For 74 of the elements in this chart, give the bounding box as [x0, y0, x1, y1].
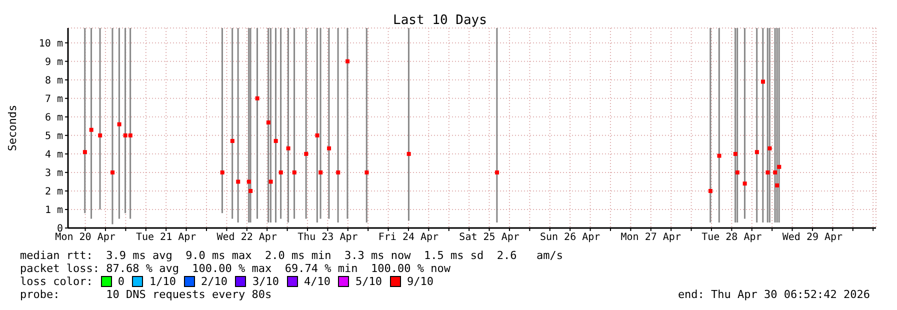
point: [766, 170, 770, 174]
x-tick-label: Thu 23 Apr: [298, 232, 358, 244]
point: [123, 133, 128, 138]
point: [327, 146, 332, 150]
y-tick-label: 10 m: [38, 38, 63, 50]
x-tick-label: Wed 29 Apr: [782, 232, 843, 244]
point: [406, 152, 411, 156]
point: [246, 180, 251, 184]
point: [89, 128, 94, 132]
y-tick-label: 2 m: [44, 186, 63, 198]
legend-label: 0: [118, 275, 124, 288]
point: [768, 146, 772, 150]
point: [717, 154, 722, 158]
x-tick-label: Mon 27 Apr: [620, 232, 681, 244]
point: [773, 170, 778, 174]
point: [733, 152, 738, 156]
y-tick-label: 7 m: [44, 94, 63, 105]
text: probe: 10 DNS requests every 80s: [20, 288, 272, 301]
y-tick-label: 1 m: [44, 205, 63, 216]
point: [775, 183, 780, 188]
x-tick-label: Tue 21 Apr: [136, 232, 196, 244]
point: [315, 133, 320, 138]
y-tick-label: 5 m: [44, 130, 63, 142]
point: [754, 150, 759, 154]
point: [760, 80, 765, 84]
chart-title: Last 10 Days: [393, 13, 487, 28]
x-tick-label: Mon 20 Apr: [55, 232, 116, 244]
legend-label: 4/10: [304, 275, 330, 288]
y-tick-label: 6 m: [44, 112, 63, 124]
point: [266, 120, 270, 124]
point: [268, 180, 273, 184]
x-tick-label: Tue 28 Apr: [702, 232, 762, 244]
point: [117, 122, 122, 126]
text: packet loss: 87.68 % avg 100.00 % max 69.74 % min 100.00 % now: [20, 262, 452, 275]
text: end: Thu Apr 30 06:52:42 2026: [678, 288, 870, 301]
point: [128, 133, 132, 138]
point: [495, 170, 500, 174]
y-tick-label: 9 m: [44, 56, 63, 68]
point: [292, 170, 296, 174]
point: [318, 170, 323, 174]
point: [336, 170, 340, 174]
legend-label: 9/10: [406, 275, 434, 288]
point: [274, 138, 278, 143]
legend-title: loss color:: [20, 275, 93, 288]
point: [248, 188, 253, 193]
point: [286, 146, 290, 150]
x-tick-label: Sun 26 Apr: [540, 232, 600, 244]
point: [220, 170, 224, 174]
point: [708, 188, 712, 193]
x-tick-label: Sat 25 Apr: [459, 232, 520, 244]
point: [98, 133, 102, 138]
point: [346, 59, 350, 64]
y-tick-label: 4 m: [44, 149, 63, 160]
point: [304, 152, 308, 156]
x-tick-label: Fri 24 Apr: [378, 232, 439, 244]
point: [364, 170, 369, 174]
text: median rtt: 3.9 ms avg 9.0 ms max 2.0 ms min 3.3 ms now 1.5 ms sd 2.6 am/s: [20, 249, 564, 262]
point: [735, 170, 740, 174]
legend-label: 2/10: [200, 275, 228, 288]
y-tick-label: 3 m: [44, 168, 63, 179]
point: [255, 96, 260, 100]
point: [110, 170, 115, 174]
x-tick-label: Wed 22 Apr: [216, 232, 277, 244]
legend-label: 1/10: [149, 275, 176, 288]
point: [777, 164, 782, 169]
point: [278, 170, 283, 174]
point: [82, 150, 87, 154]
y-tick-label: 8 m: [44, 75, 63, 86]
legend-label: 5/10: [355, 275, 382, 288]
point: [230, 138, 234, 143]
point: [742, 182, 747, 186]
legend-label: 3/10: [252, 275, 279, 288]
point: [236, 180, 240, 184]
y-axis-title: Seconds: [6, 104, 19, 152]
